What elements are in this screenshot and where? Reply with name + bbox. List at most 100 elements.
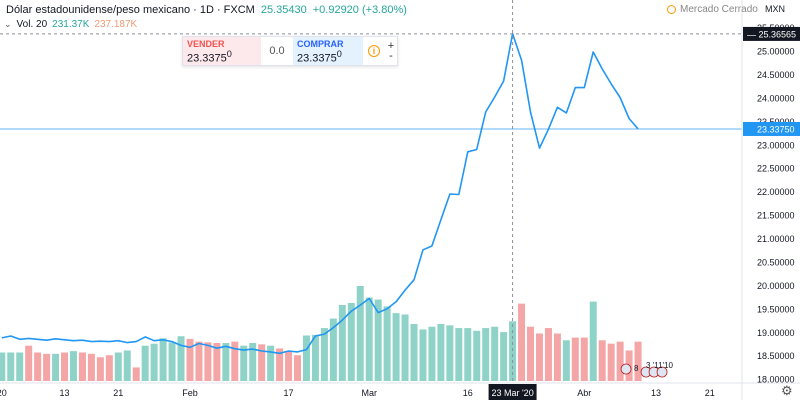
- volume-bar-up: [329, 318, 337, 381]
- time-tick-label: 13: [651, 388, 661, 398]
- price-tick-label: 23.00000: [757, 140, 795, 150]
- time-tick-label: 20: [0, 388, 7, 398]
- volume-bar-up: [455, 328, 463, 381]
- time-tick-label: 17: [284, 388, 294, 398]
- increase-button[interactable]: +: [387, 40, 395, 52]
- event-badges[interactable]: 8 3 '11'10: [620, 361, 674, 378]
- sell-label: VENDER: [187, 39, 225, 49]
- price-tick-label: 19.50000: [757, 304, 795, 314]
- volume-bar-up: [562, 340, 570, 381]
- volume-bar-down: [258, 344, 266, 381]
- volume-bar-up: [437, 324, 445, 381]
- volume-bar-down: [580, 337, 588, 381]
- volume-bar-up: [222, 343, 230, 381]
- volume-bar-up: [7, 352, 15, 381]
- trade-stepper: + -: [385, 37, 397, 65]
- crosshair-price-box: [743, 26, 800, 41]
- chevron-down-icon[interactable]: ⌄: [4, 19, 12, 29]
- volume-bar-up: [428, 326, 436, 381]
- crosshair-date-label: 23 Mar '20: [491, 388, 533, 398]
- price-tick-label: 18.50000: [757, 351, 795, 361]
- volume-bar-up: [410, 324, 418, 381]
- volume-bar-down: [204, 342, 212, 381]
- price-axis[interactable]: 25.5000025.0000024.5000024.0000023.50000…: [741, 0, 800, 400]
- volume-bar-down: [571, 337, 579, 381]
- sell-price: 23.33750: [187, 49, 257, 65]
- symbol-legend: Dólar estadounidense/peso mexicano · 1D …: [6, 4, 407, 16]
- last-price-box: [743, 121, 800, 136]
- time-tick-label: Mar: [361, 388, 377, 398]
- price-tick-label: 21.50000: [757, 211, 795, 221]
- price-tick-label: 20.00000: [757, 281, 795, 291]
- volume-bar-up: [347, 302, 355, 381]
- volume-bar-down: [25, 345, 33, 381]
- time-tick-label: 16: [463, 388, 473, 398]
- volume-bar-up: [446, 325, 454, 381]
- symbol-title[interactable]: Dólar estadounidense/peso mexicano · 1D …: [6, 4, 255, 16]
- volume-bar-up: [69, 351, 77, 381]
- sell-button[interactable]: VENDER 23.33750: [183, 37, 261, 65]
- market-status-text: Mercado Cerrado: [680, 4, 758, 15]
- volume-bar-up: [473, 330, 481, 381]
- volume-bar-down: [527, 326, 535, 381]
- volume-bar-up: [311, 334, 319, 381]
- buy-price-main: 23.3375: [297, 52, 337, 65]
- price-tick-label: 20.50000: [757, 257, 795, 267]
- volume-bar-up: [365, 297, 373, 381]
- price-line: [1, 32, 639, 355]
- volume-bar-up: [419, 329, 427, 381]
- volume-bar-up: [302, 335, 310, 381]
- price-tick-label: 21.00000: [757, 234, 795, 244]
- volume-bar-down: [518, 303, 526, 381]
- volume-bar-down: [213, 343, 221, 381]
- volume-bar-up: [374, 299, 382, 381]
- flag-icon[interactable]: [620, 363, 632, 375]
- time-tick-label: 13: [60, 388, 70, 398]
- trade-panel: VENDER 23.33750 0.0 COMPRAR 23.33750 i +…: [182, 36, 398, 66]
- volume-bar-down: [294, 355, 302, 381]
- volume-bar-up: [491, 326, 499, 381]
- flag-icon[interactable]: [656, 366, 668, 378]
- volume-bar-down: [34, 352, 42, 381]
- volume-bar-up: [52, 353, 60, 381]
- volume-bar-up: [16, 352, 24, 381]
- volume-bar-up: [114, 352, 122, 381]
- info-button[interactable]: i: [363, 37, 385, 65]
- price-series: [1, 32, 639, 355]
- market-status[interactable]: Mercado Cerrado: [667, 4, 758, 15]
- volume-bar-up: [320, 328, 328, 381]
- volume-bar-down: [186, 338, 194, 381]
- price-tick-label: 24.50000: [757, 70, 795, 80]
- price-tick-label: 22.50000: [757, 164, 795, 174]
- volume-label: Vol. 20: [16, 19, 48, 30]
- volume-bar-up: [589, 301, 597, 381]
- buy-button[interactable]: COMPRAR 23.33750: [293, 37, 363, 65]
- event-time: 3 '11'10: [646, 361, 673, 370]
- volume-bar-down: [535, 333, 543, 381]
- volume-bars: [0, 286, 642, 381]
- volume-bar-down: [105, 355, 113, 381]
- volume-bar-down: [87, 353, 95, 381]
- time-axis[interactable]: 20 13 21 Feb 17 Mar 16 Abr 13 21 23 Mar '20: [0, 382, 800, 400]
- volume-bar-down: [78, 352, 86, 381]
- volume-bar-up: [509, 321, 517, 381]
- volume-bar-up: [267, 345, 275, 381]
- volume-bar-down: [132, 367, 140, 381]
- volume-bar-up: [338, 305, 346, 381]
- volume-bar-down: [231, 341, 239, 381]
- crosshair-price-label: — 25.36565: [747, 29, 796, 39]
- volume-bar-up: [249, 343, 257, 381]
- decrease-button[interactable]: -: [389, 50, 393, 62]
- volume-bar-up: [159, 338, 167, 381]
- settings-gear-icon[interactable]: ⚙: [781, 383, 793, 398]
- volume-bar-down: [195, 341, 203, 381]
- price-tick-label: 19.00000: [757, 328, 795, 338]
- volume-legend[interactable]: ⌄ Vol. 20 231.37K 237.187K: [4, 19, 137, 30]
- volume-bar-up: [482, 328, 490, 381]
- volume-value: 231.37K: [52, 19, 90, 30]
- last-price-value: 25.35430: [260, 4, 307, 16]
- buy-price-sup: 0: [336, 49, 342, 59]
- last-price-axis-label: 23.33750: [757, 124, 795, 134]
- volume-bar-up: [401, 314, 409, 381]
